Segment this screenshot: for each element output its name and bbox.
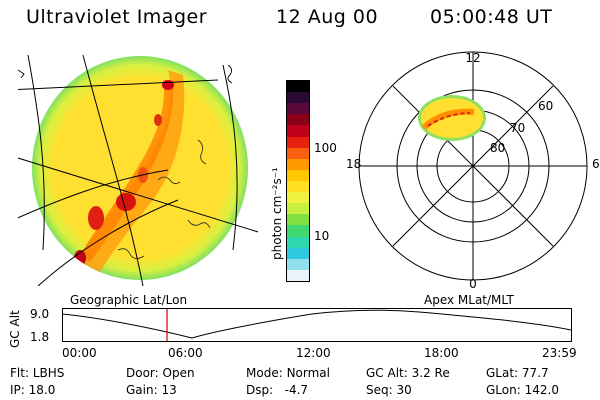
- altitude-ytick-max: 9.0: [30, 307, 50, 321]
- lat-label-60: 60: [538, 99, 553, 113]
- geographic-image-panel: [18, 54, 258, 286]
- colorbar-segment: [287, 269, 309, 281]
- altitude-ylabel: GC Alt: [8, 310, 22, 348]
- colorbar-unit-label: photon cm⁻²s⁻¹: [270, 167, 284, 260]
- polar-plot: 12 18 6 0 60 70 80: [346, 51, 600, 290]
- info-ip: IP: 18.0: [10, 383, 56, 397]
- colorbar-segment: [287, 258, 309, 270]
- colorbar-tick-100: 100: [314, 141, 337, 155]
- mlt-label-0: 0: [469, 277, 477, 290]
- time-label: 05:00:48 UT: [430, 6, 553, 28]
- time-tick-2359: 23:59: [542, 346, 577, 360]
- colorbar-segment: [287, 147, 309, 159]
- mlt-label-6: 6: [592, 157, 600, 171]
- info-flt: Flt: LBHS: [10, 366, 65, 380]
- altitude-ytick-min: 1.8: [30, 330, 50, 344]
- time-tick-0600: 06:00: [168, 346, 203, 360]
- colorbar-segment: [287, 92, 309, 104]
- uv-disk: [18, 54, 258, 286]
- colorbar-segment: [287, 136, 309, 148]
- colorbar-segment: [287, 203, 309, 215]
- time-tick-0000: 00:00: [62, 346, 97, 360]
- info-dsp: Dsp: -4.7: [246, 383, 309, 397]
- instrument-title: Ultraviolet Imager: [26, 6, 208, 28]
- info-seq: Seq: 30: [366, 383, 412, 397]
- colorbar-segment: [287, 81, 309, 93]
- colorbar-segment: [287, 103, 309, 115]
- colorbar-segment: [287, 214, 309, 226]
- altitude-plot: [62, 308, 572, 342]
- auroral-blob: [418, 95, 486, 141]
- mlt-label-12: 12: [465, 51, 480, 65]
- colorbar-segment: [287, 125, 309, 137]
- colorbar-segment: [287, 114, 309, 126]
- info-gain: Gain: 13: [126, 383, 177, 397]
- colorbar-tick-10: 10: [314, 229, 330, 243]
- info-glat: GLat: 77.7: [486, 366, 549, 380]
- apex-caption: Apex MLat/MLT: [424, 293, 514, 307]
- mlt-label-18: 18: [346, 157, 361, 171]
- colorbar-segment: [287, 225, 309, 237]
- info-door: Door: Open: [126, 366, 195, 380]
- colorbar-segment: [287, 236, 309, 248]
- geographic-caption: Geographic Lat/Lon: [70, 293, 188, 307]
- lat-label-70: 70: [510, 121, 525, 135]
- date-label: 12 Aug 00: [276, 6, 379, 28]
- colorbar: [286, 80, 310, 282]
- colorbar-segment: [287, 169, 309, 181]
- time-tick-1200: 12:00: [296, 346, 331, 360]
- colorbar-segment: [287, 192, 309, 204]
- colorbar-segment: [287, 247, 309, 259]
- time-tick-1800: 18:00: [424, 346, 459, 360]
- info-gc-alt: GC Alt: 3.2 Re: [366, 366, 450, 380]
- colorbar-segment: [287, 158, 309, 170]
- info-glon: GLon: 142.0: [486, 383, 559, 397]
- lat-label-80: 80: [490, 141, 505, 155]
- info-mode: Mode: Normal: [246, 366, 330, 380]
- colorbar-segment: [287, 180, 309, 193]
